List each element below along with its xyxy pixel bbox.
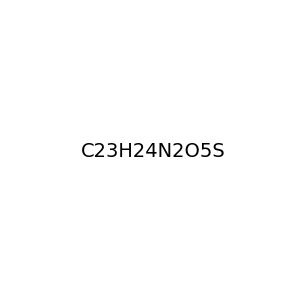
Text: C23H24N2O5S: C23H24N2O5S xyxy=(81,142,226,161)
